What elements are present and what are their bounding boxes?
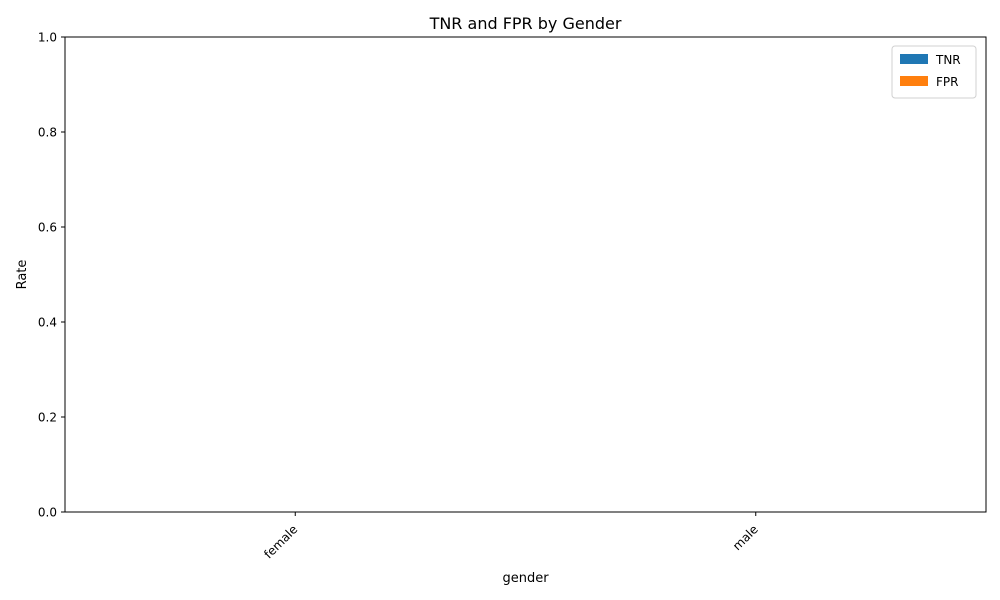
- legend-label-tnr: TNR: [935, 53, 961, 67]
- y-tick-label: 0.0: [38, 506, 57, 520]
- x-tick-label: male: [730, 522, 761, 553]
- plot-frame: [64, 36, 987, 513]
- y-tick-label: 0.4: [38, 316, 57, 330]
- y-axis-label: Rate: [15, 260, 30, 290]
- legend: TNR FPR: [891, 45, 977, 99]
- y-tick-label: 0.8: [38, 126, 57, 140]
- legend-frame: [891, 45, 977, 99]
- x-axis: female male: [261, 512, 761, 561]
- y-tick-label: 1.0: [38, 31, 57, 45]
- y-tick-label: 0.2: [38, 411, 57, 425]
- legend-swatch-tnr: [900, 54, 928, 64]
- legend-swatch-fpr: [900, 76, 928, 86]
- x-tick-label: female: [261, 522, 300, 561]
- y-axis: 0.0 0.2 0.4 0.6 0.8 1.0: [38, 31, 65, 520]
- x-axis-label: gender: [502, 571, 549, 586]
- chart-title: TNR and FPR by Gender: [429, 14, 622, 33]
- legend-label-fpr: FPR: [936, 75, 958, 89]
- y-tick-label: 0.6: [38, 221, 57, 235]
